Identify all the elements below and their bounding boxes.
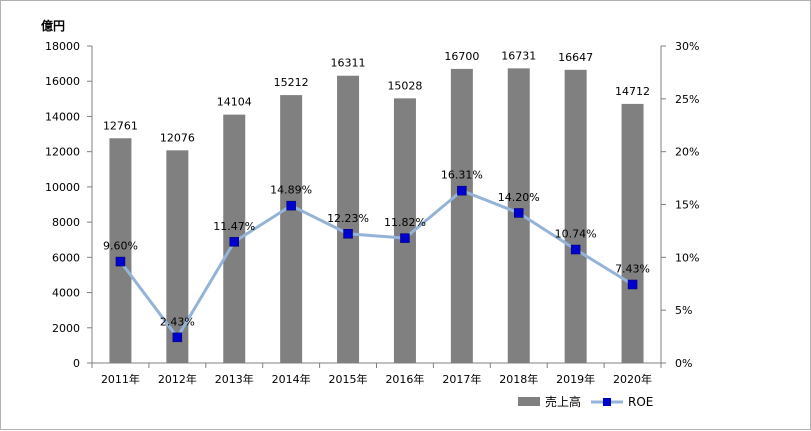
x-tick-label: 2018年 [499,372,538,386]
roe-data-label: 9.60% [103,240,138,253]
y-left-tick-label: 16000 [45,75,80,88]
x-tick-label: 2015年 [329,372,368,386]
bar-data-label: 15028 [387,79,422,92]
x-tick-label: 2019年 [556,372,595,386]
roe-marker [627,279,638,290]
roe-data-label: 10.74% [555,228,597,241]
y-left-tick-label: 8000 [52,216,80,229]
y-left-tick-label: 6000 [52,251,80,264]
roe-marker [286,200,296,211]
bar-data-label: 14712 [615,85,650,98]
x-tick-label: 2013年 [215,372,254,386]
y-right-tick-label: 20% [675,146,699,159]
x-tick-label: 2017年 [442,372,481,386]
bar-data-label: 15212 [274,76,309,89]
x-tick-label: 2020年 [613,372,652,386]
bar [393,98,416,364]
roe-marker [343,229,353,239]
x-tick-label: 2016年 [385,372,424,386]
bar-data-label: 16647 [558,51,593,64]
roe-marker [172,332,183,343]
roe-marker [570,244,581,255]
y-right-tick-label: 10% [675,251,699,264]
bar [280,95,303,363]
roe-marker [514,208,524,218]
roe-data-label: 11.82% [384,216,426,229]
roe-marker [400,233,410,243]
bar-data-label: 16731 [501,49,536,62]
y-left-tick-label: 12000 [45,146,80,159]
bar-data-label: 14104 [217,96,252,109]
bar-data-label: 12076 [160,131,195,144]
legend-label-line: ROE [628,395,653,409]
roe-line [119,189,634,339]
y-right-tick-label: 30% [675,40,699,53]
y-left-tick-label: 18000 [45,40,80,53]
y-left-tick-label: 14000 [45,110,80,123]
legend-label-bar: 売上高 [545,394,581,409]
y-left-tick-label: 2000 [52,322,80,335]
roe-data-label: 16.31% [441,169,483,182]
bar-data-label: 12761 [103,119,138,132]
y-right-tick-label: 0% [675,357,692,370]
bar-data-label: 16311 [331,57,366,70]
line-series: 9.60% 2.43% 11.47% 14.89% 12.23% 11.82% 16.31%… [103,169,650,343]
y-right-tick-label: 5% [675,304,692,317]
roe-data-label: 7.43% [615,262,650,275]
y-left-tick-label: 0 [73,357,80,370]
roe-data-label: 12.23% [327,212,369,225]
bar [166,150,189,363]
legend-swatch-marker [603,398,611,406]
bar [450,68,473,364]
y-right-tick-label: 25% [675,93,699,106]
roe-data-label: 14.20% [498,191,540,204]
bar [337,75,360,363]
y-left-unit-label: 億円 [41,18,65,33]
roe-data-label: 2.43% [160,315,195,328]
legend: 売上高 ROE [518,394,653,409]
x-tick-label: 2014年 [272,372,311,386]
roe-marker [457,185,467,196]
bar [621,103,644,363]
axes: 0 2000 4000 6000 8000 10000 12000 14000 16000 180… [45,40,699,386]
roe-data-label: 14.89% [270,184,312,197]
roe-data-label: 11.47% [213,220,255,233]
bar [109,138,132,363]
y-right-tick-label: 15% [675,199,699,212]
roe-marker [229,237,239,247]
x-tick-label: 2011年 [101,372,140,386]
y-left-tick-label: 4000 [52,287,80,300]
legend-swatch-bar [518,397,540,406]
bar-data-label: 16700 [444,50,479,63]
x-tick-label: 2012年 [158,372,197,386]
y-left-tick-label: 10000 [45,181,80,194]
roe-marker [115,256,126,267]
bar [564,69,587,364]
